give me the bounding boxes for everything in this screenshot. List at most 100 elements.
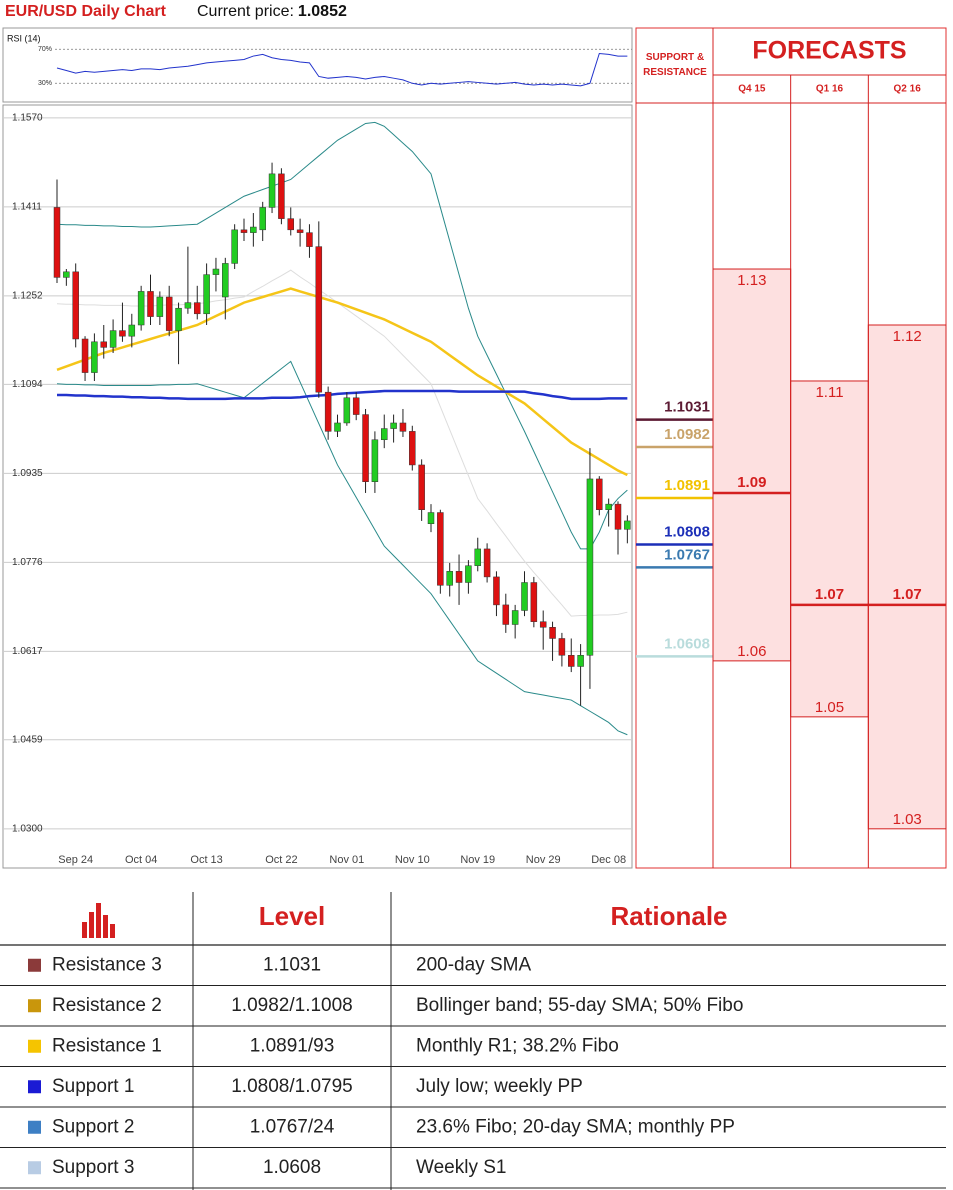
candle-body bbox=[268, 173, 276, 208]
candle-body bbox=[296, 229, 304, 233]
y-tick-label: 30% bbox=[38, 80, 52, 87]
support-resistance-title: SUPPORT & RESISTANCE bbox=[643, 52, 707, 78]
level-label: 1.0608 bbox=[664, 635, 710, 652]
x-tick-label: Nov 29 bbox=[526, 854, 561, 866]
candle-body bbox=[100, 341, 107, 348]
candle-body bbox=[147, 291, 154, 317]
price-label: Current price: bbox=[197, 3, 294, 20]
candle-body bbox=[306, 232, 313, 247]
forecast-title: FORECASTS bbox=[752, 37, 906, 65]
candle-body bbox=[109, 330, 117, 348]
indicator-line bbox=[56, 121, 628, 550]
candle-body bbox=[222, 263, 229, 298]
row-level: 1.0982/1.1008 bbox=[231, 995, 353, 1016]
candle-body bbox=[362, 414, 369, 482]
candle-body bbox=[91, 341, 98, 373]
row-swatch bbox=[28, 1161, 41, 1175]
row-level: 1.0808/1.0795 bbox=[231, 1076, 353, 1097]
candle-body bbox=[437, 512, 444, 586]
chart-title: EUR/USD Daily Chart bbox=[5, 3, 167, 20]
forecast-low-label: 1.05 bbox=[815, 699, 844, 716]
level-label: 1.0808 bbox=[664, 523, 710, 540]
candle-body bbox=[128, 324, 136, 337]
candle-body bbox=[493, 576, 500, 606]
candle-body bbox=[343, 397, 351, 424]
candle-body bbox=[502, 604, 510, 625]
y-tick-label: 1.0459 bbox=[12, 734, 43, 745]
y-tick-label: 1.0776 bbox=[12, 557, 43, 568]
level-label: 1.0767 bbox=[664, 546, 710, 563]
row-name: Resistance 1 bbox=[52, 1035, 162, 1056]
candle-body bbox=[530, 582, 538, 622]
row-name: Support 3 bbox=[52, 1157, 134, 1178]
candle-body bbox=[577, 655, 584, 667]
row-level: 1.0891/93 bbox=[250, 1035, 335, 1056]
x-tick-label: Nov 10 bbox=[395, 854, 430, 866]
candle-body bbox=[156, 296, 164, 317]
candle-body bbox=[539, 621, 547, 628]
level-label: 1.0891 bbox=[664, 477, 710, 494]
candle-body bbox=[81, 338, 89, 373]
candle-body bbox=[212, 268, 220, 275]
candle-body bbox=[586, 478, 594, 656]
y-tick-label: 1.1411 bbox=[12, 202, 42, 213]
candle-body bbox=[203, 274, 210, 315]
forecast-range bbox=[712, 268, 792, 662]
candle-body bbox=[399, 422, 407, 432]
x-tick-label: Oct 04 bbox=[125, 854, 157, 866]
x-tick-label: Nov 01 bbox=[329, 854, 364, 866]
candle-body bbox=[511, 610, 519, 625]
candle-body bbox=[558, 638, 566, 656]
candle-body bbox=[418, 464, 425, 510]
level-label: 1.0982 bbox=[664, 426, 710, 443]
indicator-line bbox=[56, 360, 628, 736]
forecast-range bbox=[790, 380, 869, 718]
y-tick-label: 1.1252 bbox=[12, 291, 43, 302]
row-name: Resistance 2 bbox=[52, 995, 162, 1016]
candle-body bbox=[549, 627, 556, 639]
panel-title: RSI (14) bbox=[7, 33, 41, 43]
candle-body bbox=[596, 478, 603, 510]
candle-body bbox=[521, 582, 528, 611]
row-level: 1.0608 bbox=[263, 1157, 321, 1178]
row-swatch bbox=[28, 1080, 41, 1094]
candle-body bbox=[568, 655, 575, 667]
candle-body bbox=[614, 503, 622, 530]
x-tick-label: Oct 13 bbox=[190, 854, 222, 866]
candle-body bbox=[194, 302, 201, 315]
candle-body bbox=[119, 330, 126, 337]
row-swatch bbox=[28, 958, 41, 972]
row-rationale: 200-day SMA bbox=[416, 954, 531, 975]
row-swatch bbox=[28, 1039, 41, 1053]
row-level: 1.1031 bbox=[263, 954, 321, 975]
row-level: 1.0767/24 bbox=[250, 1116, 335, 1137]
candle-body bbox=[483, 548, 491, 578]
candle-body bbox=[409, 431, 416, 466]
candle-body bbox=[427, 512, 435, 524]
table-icon bbox=[82, 903, 115, 938]
candle-body bbox=[334, 422, 341, 432]
forecast-low-label: 1.06 bbox=[737, 643, 766, 660]
x-tick-label: Oct 22 bbox=[265, 854, 297, 866]
price-value: 1.0852 bbox=[298, 3, 347, 20]
candle-body bbox=[175, 307, 182, 331]
row-rationale: 23.6% Fibo; 20-day SMA; monthly PP bbox=[416, 1116, 735, 1137]
candle-body bbox=[250, 226, 257, 233]
candle-body bbox=[455, 571, 463, 583]
candle-body bbox=[390, 422, 397, 429]
rsi-frame bbox=[2, 27, 633, 103]
y-tick-label: 70% bbox=[38, 46, 52, 53]
row-rationale: July low; weekly PP bbox=[416, 1076, 583, 1097]
candle-body bbox=[72, 271, 79, 340]
indicator-line bbox=[56, 287, 628, 477]
candle-body bbox=[624, 520, 631, 530]
forecast-high-label: 1.12 bbox=[893, 328, 922, 345]
period-label: Q2 16 bbox=[894, 84, 922, 95]
candle-body bbox=[231, 229, 238, 264]
chart-frame bbox=[2, 104, 633, 869]
forecast-high-label: 1.13 bbox=[737, 272, 766, 289]
candle-body bbox=[184, 302, 192, 309]
row-name: Support 2 bbox=[52, 1116, 134, 1137]
